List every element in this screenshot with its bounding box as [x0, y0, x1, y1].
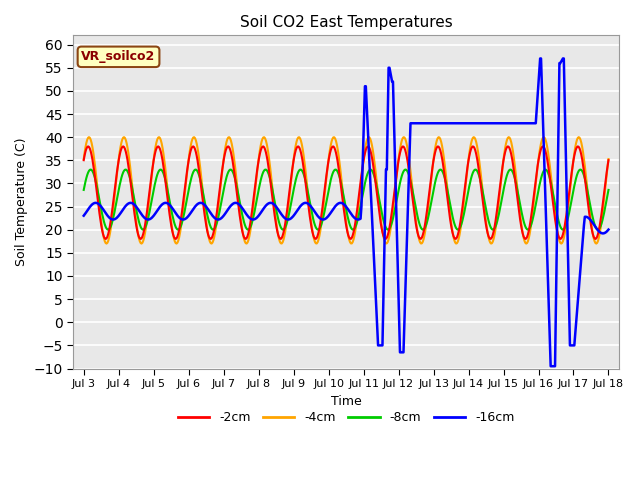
- -8cm: [541, 167, 549, 172]
- Line: -2cm: -2cm: [84, 146, 609, 239]
- -8cm: [605, 187, 612, 193]
- -16cm: [536, 56, 544, 61]
- -4cm: [476, 161, 484, 167]
- -8cm: [430, 184, 438, 190]
- -16cm: [80, 213, 88, 218]
- -8cm: [215, 213, 223, 219]
- -16cm: [475, 120, 483, 126]
- -2cm: [319, 201, 327, 207]
- -4cm: [593, 240, 600, 246]
- -16cm: [317, 216, 325, 222]
- -8cm: [475, 172, 483, 178]
- -16cm: [605, 227, 612, 232]
- Y-axis label: Soil Temperature (C): Soil Temperature (C): [15, 138, 28, 266]
- Line: -4cm: -4cm: [84, 137, 609, 243]
- -4cm: [431, 146, 439, 152]
- -8cm: [389, 216, 397, 221]
- -4cm: [80, 156, 88, 162]
- Line: -16cm: -16cm: [84, 59, 609, 366]
- -16cm: [173, 212, 180, 217]
- -16cm: [547, 363, 554, 369]
- -8cm: [80, 187, 88, 193]
- Title: Soil CO2 East Temperatures: Soil CO2 East Temperatures: [240, 15, 452, 30]
- -8cm: [559, 227, 567, 233]
- -2cm: [432, 147, 440, 153]
- -2cm: [477, 180, 484, 186]
- -16cm: [430, 120, 438, 126]
- -4cm: [390, 199, 397, 205]
- -16cm: [389, 79, 397, 84]
- -2cm: [216, 181, 224, 187]
- -2cm: [119, 144, 127, 149]
- Text: VR_soilco2: VR_soilco2: [81, 50, 156, 63]
- -4cm: [173, 240, 181, 246]
- -8cm: [173, 226, 180, 231]
- -2cm: [102, 236, 109, 242]
- -4cm: [216, 193, 223, 199]
- -2cm: [80, 157, 88, 163]
- -2cm: [175, 230, 182, 236]
- Legend: -2cm, -4cm, -8cm, -16cm: -2cm, -4cm, -8cm, -16cm: [173, 406, 519, 429]
- -4cm: [605, 156, 612, 162]
- X-axis label: Time: Time: [331, 395, 362, 408]
- -4cm: [318, 216, 326, 221]
- -2cm: [391, 186, 399, 192]
- -8cm: [317, 222, 325, 228]
- -16cm: [215, 216, 223, 222]
- -2cm: [605, 157, 612, 163]
- -4cm: [85, 134, 93, 140]
- Line: -8cm: -8cm: [84, 169, 609, 230]
